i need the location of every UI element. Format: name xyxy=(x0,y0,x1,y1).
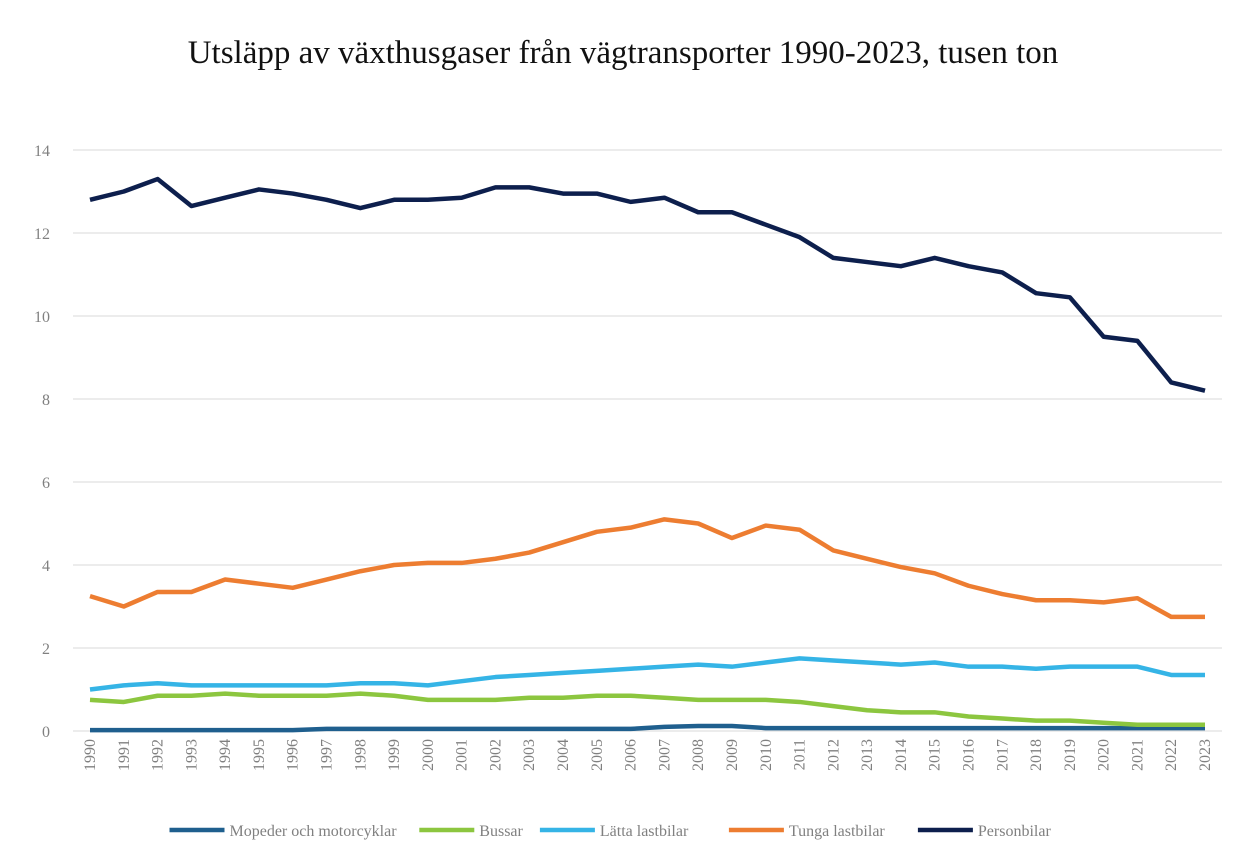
series-line xyxy=(89,656,1205,692)
x-tick-label: 1993 xyxy=(183,739,200,771)
x-tick-label: 2018 xyxy=(1028,739,1045,771)
x-tick-label: 1997 xyxy=(319,739,336,771)
x-tick-label: 2014 xyxy=(893,739,910,771)
x-tick-label: 2005 xyxy=(589,739,606,771)
legend-label: Mopeder och motorcyklar xyxy=(230,823,398,840)
x-tick-label: 1992 xyxy=(150,739,167,771)
x-tick-label: 2023 xyxy=(1197,739,1214,771)
x-tick-label: 2009 xyxy=(724,739,741,771)
x-tick-label: 1995 xyxy=(251,739,268,771)
series-line xyxy=(90,723,1205,733)
legend-label: Lätta lastbilar xyxy=(600,823,689,840)
x-tick-label: 1996 xyxy=(285,739,302,771)
legend-label: Tunga lastbilar xyxy=(789,823,886,840)
x-tick-label: 2004 xyxy=(555,739,572,771)
x-tick-label: 2002 xyxy=(487,739,504,771)
x-tick-label: 2011 xyxy=(792,739,809,770)
y-tick-label: 12 xyxy=(34,226,50,243)
x-tick-label: 1999 xyxy=(386,739,403,771)
y-tick-label: 4 xyxy=(42,558,50,575)
x-tick-label: 2013 xyxy=(859,739,876,771)
x-tick-label: 2003 xyxy=(521,739,538,771)
x-tick-label: 2020 xyxy=(1096,739,1113,771)
y-tick-label: 8 xyxy=(42,392,50,409)
x-tick-label: 2008 xyxy=(690,739,707,771)
x-tick-label: 2016 xyxy=(960,739,977,771)
y-tick-label: 0 xyxy=(42,724,50,741)
legend-label: Personbilar xyxy=(978,823,1052,840)
x-tick-label: 1990 xyxy=(82,739,99,771)
x-tick-label: 1998 xyxy=(352,739,369,771)
x-tick-label: 2000 xyxy=(420,739,437,771)
series-line xyxy=(89,517,1205,620)
x-tick-label: 2007 xyxy=(656,739,673,771)
x-tick-label: 2010 xyxy=(758,739,775,771)
legend-label: Bussar xyxy=(479,823,523,840)
y-tick-label: 6 xyxy=(42,475,50,492)
x-tick-label: 2017 xyxy=(994,739,1011,771)
x-tick-label: 2012 xyxy=(825,739,842,771)
chart-title: Utsläpp av växthusgaser från vägtranspor… xyxy=(187,35,1059,71)
series-line xyxy=(89,176,1206,393)
x-tick-label: 2001 xyxy=(454,739,471,771)
y-tick-label: 10 xyxy=(34,309,50,326)
series-line xyxy=(89,691,1205,728)
x-tick-label: 2019 xyxy=(1062,739,1079,771)
x-tick-label: 2022 xyxy=(1163,739,1180,771)
y-tick-label: 14 xyxy=(34,143,50,160)
x-tick-label: 2006 xyxy=(623,739,640,771)
y-tick-label: 2 xyxy=(42,641,50,658)
x-tick-label: 2021 xyxy=(1129,739,1146,771)
x-tick-label: 1991 xyxy=(116,739,133,771)
x-tick-label: 2015 xyxy=(927,739,944,771)
x-tick-label: 1994 xyxy=(217,739,234,771)
